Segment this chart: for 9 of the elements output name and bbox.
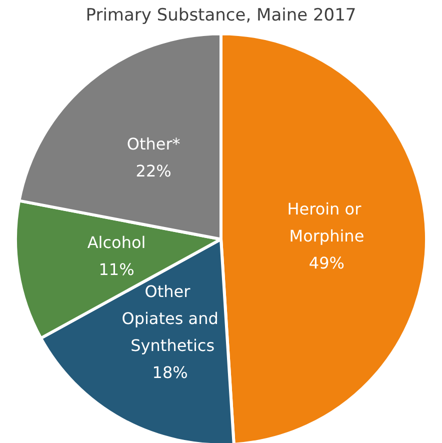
slice-label: Heroin or Morphine: [287, 199, 366, 246]
data-label: 11%: [98, 260, 134, 279]
slice-label: Other*: [126, 134, 180, 154]
data-label: 22%: [136, 162, 172, 181]
data-label: 18%: [152, 362, 188, 382]
slice-label: Alcohol: [87, 232, 146, 252]
data-label: 49%: [308, 253, 344, 272]
slice-label: Other Opiates and Synthetics: [122, 282, 218, 355]
chart-title: Primary Substance, Maine 2017: [86, 6, 356, 26]
